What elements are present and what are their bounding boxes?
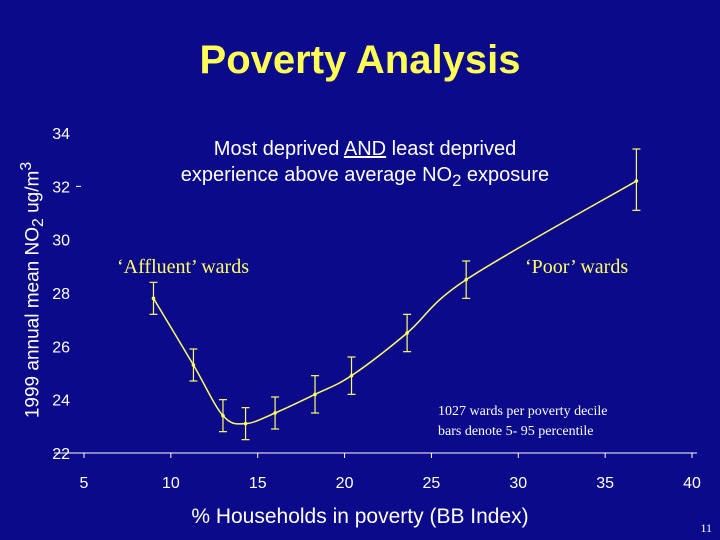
note-line-2: bars denote 5- 95 percentile [438, 424, 594, 439]
headline-text-2: least deprived [386, 138, 517, 160]
y-tick-label: 30 [52, 233, 70, 250]
error-bar [271, 396, 280, 430]
error-bar [241, 407, 250, 441]
data-point [273, 411, 277, 415]
error-bar [632, 148, 641, 211]
headline-and: AND [343, 138, 387, 160]
x-tick-label: 25 [423, 475, 441, 492]
headline-sub: 2 [452, 171, 462, 190]
headline-text-4: exposure [461, 164, 550, 186]
error-bar [218, 399, 227, 433]
error-bar [311, 375, 320, 414]
error-bar [189, 348, 198, 382]
y-tick-label: 22 [52, 446, 70, 463]
headline-text-1: Most deprived [213, 138, 344, 160]
x-tick-label: 5 [80, 475, 89, 492]
page-number: 11 [700, 521, 712, 535]
data-point [405, 331, 409, 335]
x-tick-label: 30 [509, 475, 527, 492]
data-point [243, 421, 248, 426]
poor-label: ‘Poor’ wards [525, 256, 629, 278]
data-point [313, 392, 317, 397]
x-tick-label: 40 [683, 475, 701, 492]
data-point [349, 373, 354, 378]
y-tick-label: 24 [52, 393, 70, 410]
slide-title: Poverty Analysis [199, 38, 521, 82]
headline-text-3: experience above average NO [180, 164, 453, 186]
y-tick-label: 28 [52, 286, 70, 303]
y-tick-label: 26 [52, 339, 70, 356]
data-point [221, 413, 225, 418]
affluent-label: ‘Affluent’ wards [117, 256, 249, 278]
error-bar [403, 313, 412, 353]
data-point [634, 179, 639, 183]
x-axis-label: % Households in poverty (BB Index) [191, 505, 529, 528]
y-tick-label: 34 [52, 126, 70, 143]
data-point [191, 363, 196, 367]
note-annotation: 1027 wards per poverty decile bars denot… [438, 402, 608, 442]
y-tick-label: 32 [52, 179, 70, 196]
note-line-1: 1027 wards per poverty decile [438, 404, 608, 419]
headline-annotation: Most deprived AND least deprived experie… [140, 136, 590, 194]
x-tick-label: 10 [162, 475, 180, 492]
error-bar [462, 260, 471, 299]
data-point [151, 296, 156, 301]
error-bar [347, 356, 356, 395]
x-tick-label: 15 [249, 475, 267, 492]
data-point [464, 277, 468, 282]
x-tick-label: 35 [596, 475, 614, 492]
x-tick-label: 20 [336, 475, 354, 492]
series-line [152, 180, 637, 425]
error-bar [149, 281, 158, 315]
